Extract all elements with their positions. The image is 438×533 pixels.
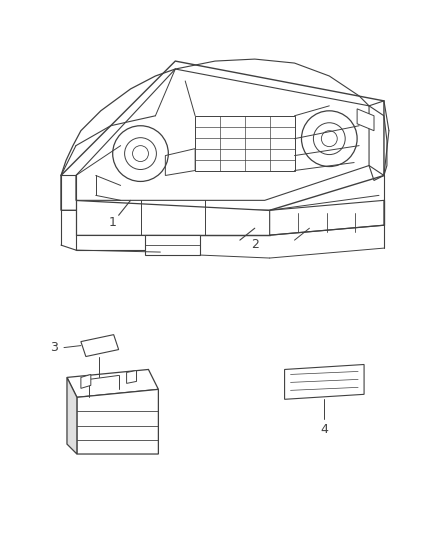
Polygon shape (285, 365, 364, 399)
Polygon shape (195, 116, 294, 171)
Polygon shape (357, 109, 374, 131)
Polygon shape (127, 370, 137, 383)
Polygon shape (76, 69, 369, 200)
Text: 3: 3 (50, 341, 58, 354)
Polygon shape (270, 200, 384, 235)
Polygon shape (76, 235, 160, 250)
Polygon shape (67, 369, 159, 397)
Polygon shape (145, 235, 200, 255)
Polygon shape (61, 61, 384, 211)
Polygon shape (76, 200, 270, 235)
Polygon shape (81, 375, 91, 389)
Polygon shape (67, 377, 77, 454)
Text: 2: 2 (251, 238, 259, 251)
Polygon shape (77, 389, 159, 454)
Text: 1: 1 (109, 216, 117, 229)
Polygon shape (81, 335, 119, 357)
Polygon shape (165, 149, 195, 175)
Text: 4: 4 (320, 423, 328, 435)
